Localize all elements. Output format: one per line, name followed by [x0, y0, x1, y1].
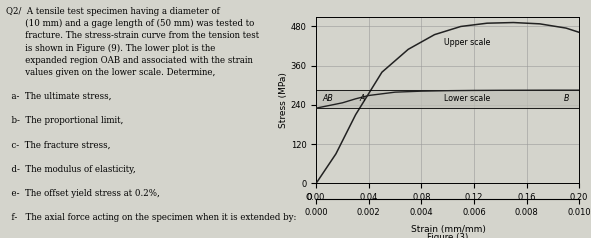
Text: values given on the lower scale. Determine,: values given on the lower scale. Determi… — [6, 68, 215, 77]
Y-axis label: Stress (MPa): Stress (MPa) — [279, 72, 288, 128]
Text: O: O — [306, 193, 312, 202]
Text: Q2/  A tensile test specimen having a diameter of: Q2/ A tensile test specimen having a dia… — [6, 7, 220, 16]
Text: expanded region OAB and associated with the strain: expanded region OAB and associated with … — [6, 56, 253, 65]
Text: A: A — [359, 94, 365, 103]
Text: AB: AB — [323, 94, 333, 103]
Text: B: B — [563, 94, 569, 103]
Text: (10 mm) and a gage length of (50 mm) was tested to: (10 mm) and a gage length of (50 mm) was… — [6, 19, 254, 28]
Text: Strain (mm/mm): Strain (mm/mm) — [411, 225, 485, 234]
Text: fracture. The stress-strain curve from the tension test: fracture. The stress-strain curve from t… — [6, 31, 259, 40]
Text: Upper scale: Upper scale — [444, 38, 491, 47]
Text: e-  The offset yield stress at 0.2%,: e- The offset yield stress at 0.2%, — [6, 189, 160, 198]
Text: a-  The ultimate stress,: a- The ultimate stress, — [6, 92, 112, 101]
Text: Lower scale: Lower scale — [444, 94, 491, 103]
Text: is shown in Figure (9). The lower plot is the: is shown in Figure (9). The lower plot i… — [6, 44, 215, 53]
Text: b-  The proportional limit,: b- The proportional limit, — [6, 116, 124, 125]
Text: Figure (3): Figure (3) — [427, 233, 469, 238]
Text: c-  The fracture stress,: c- The fracture stress, — [6, 141, 111, 150]
Text: d-  The modulus of elasticity,: d- The modulus of elasticity, — [6, 165, 136, 174]
Text: f-   The axial force acting on the specimen when it is extended by:: f- The axial force acting on the specime… — [6, 213, 296, 223]
